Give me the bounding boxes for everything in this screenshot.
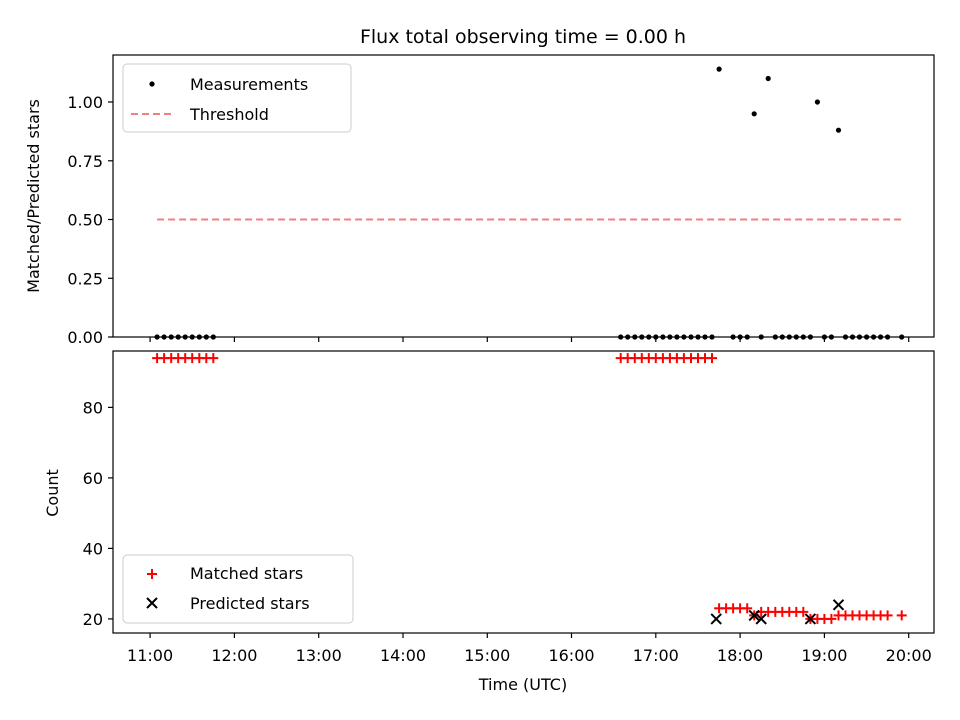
measurement-point [765, 75, 771, 82]
x-tick-label: 11:00 [127, 646, 173, 665]
chart-bottom-x-axis-label: Time (UTC) [478, 675, 567, 694]
y-tick-label: 1.00 [67, 93, 103, 112]
x-tick-label: 14:00 [380, 646, 426, 665]
predicted-star-point [804, 613, 817, 625]
predicted-stars-points [710, 599, 845, 625]
x-tick-label: 13:00 [296, 646, 342, 665]
chart-top-x-ticks [149, 337, 910, 342]
matched-star-point [798, 606, 809, 617]
y-tick-label: 0.50 [67, 211, 103, 230]
chart-top-legend-box [122, 63, 352, 133]
matched-stars-points [152, 353, 907, 624]
chart-top-title: Flux total observing time = 0.00 h [360, 26, 686, 48]
predicted-star-point [755, 613, 767, 625]
y-tick-label: 0.00 [67, 328, 103, 347]
legend-measurements-marker [149, 81, 155, 87]
y-tick-label: 0.75 [67, 152, 103, 171]
x-tick-label: 15:00 [464, 646, 510, 665]
predicted-star-point [832, 599, 845, 611]
chart-bottom-frame [112, 350, 935, 634]
matched-star-point [742, 603, 753, 614]
chart-bottom-legend-box [122, 554, 354, 624]
legend-predicted-marker [146, 597, 158, 609]
matched-star-point [882, 610, 893, 621]
measurement-point [751, 111, 757, 117]
legend-matched-marker [147, 569, 157, 579]
x-tick-label: 18:00 [717, 646, 763, 665]
y-tick-label: 20 [83, 610, 103, 629]
matched-star-point [826, 613, 837, 624]
chart-top-y-axis-label: Matched/Predicted stars [24, 99, 43, 293]
measurement-point [814, 99, 821, 105]
x-tick-label: 12:00 [211, 646, 257, 665]
y-tick-label: 80 [83, 398, 103, 417]
matched-star-point [707, 353, 717, 364]
legend-predicted-label: Predicted stars [190, 594, 310, 613]
chart-bottom-x-ticks: 11:00 12:00 13:00 14:00 15:00 16:00 17:00 18:00… [127, 633, 932, 665]
chart-top-legend: Measurements Threshold [122, 63, 352, 133]
chart-bottom-legend: Matched stars Predicted stars [122, 554, 354, 624]
chart-top-y-ticks: 0.00 0.25 0.50 0.75 1.00 [67, 93, 113, 347]
legend-measurements-label: Measurements [190, 75, 308, 94]
x-tick-label: 17:00 [633, 646, 679, 665]
x-tick-label: 20:00 [886, 646, 932, 665]
y-tick-label: 0.25 [67, 269, 103, 288]
x-tick-label: 16:00 [548, 646, 594, 665]
chart-top: Flux total observing time = 0.00 h 0.000… [24, 26, 935, 347]
predicted-star-point [710, 613, 722, 625]
chart-bottom-y-ticks: 20 40 60 80 [83, 398, 113, 629]
measurement-point [716, 66, 722, 72]
chart-bottom-y-axis-label: Count [43, 469, 62, 517]
y-tick-label: 60 [83, 469, 103, 488]
matched-star-point [208, 353, 219, 364]
measurement-point [835, 127, 842, 133]
matched-star-point [896, 610, 907, 621]
predicted-star-point [748, 609, 760, 622]
legend-matched-label: Matched stars [190, 564, 303, 583]
x-tick-label: 19:00 [801, 646, 847, 665]
y-tick-label: 40 [83, 539, 103, 558]
chart-top-frame [112, 54, 935, 338]
legend-threshold-label: Threshold [189, 105, 269, 124]
